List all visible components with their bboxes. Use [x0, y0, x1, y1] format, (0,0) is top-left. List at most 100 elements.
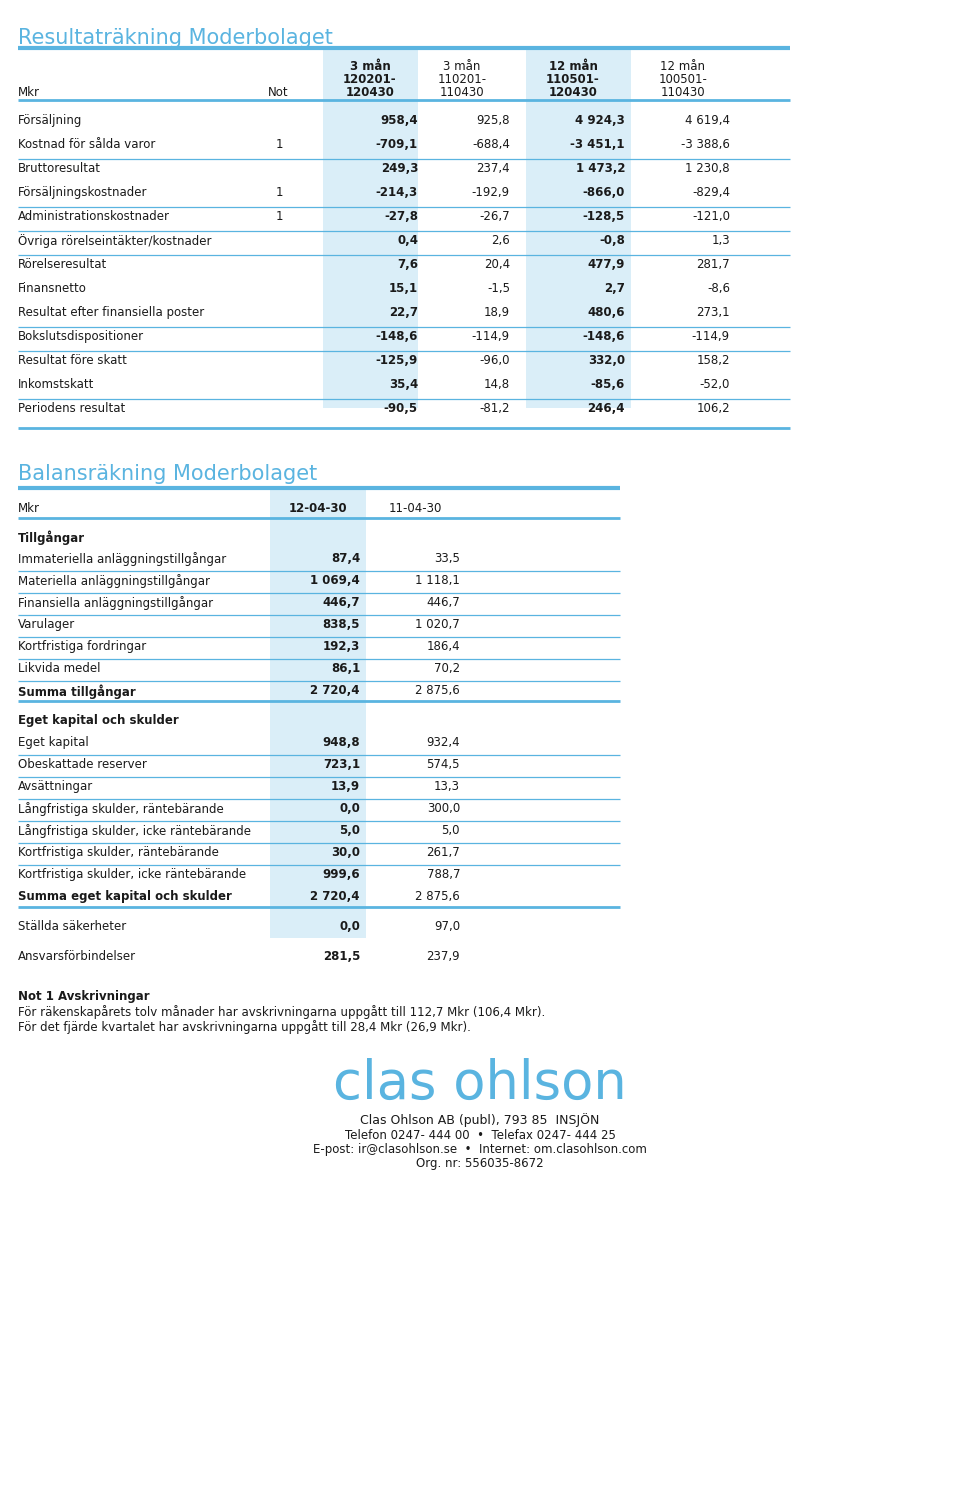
Text: 106,2: 106,2 — [696, 403, 730, 415]
Text: -128,5: -128,5 — [583, 210, 625, 223]
Text: 22,7: 22,7 — [389, 306, 418, 319]
Text: 110430: 110430 — [440, 86, 484, 100]
Text: 246,4: 246,4 — [588, 403, 625, 415]
Text: 1 473,2: 1 473,2 — [575, 162, 625, 175]
Text: 1 020,7: 1 020,7 — [416, 618, 460, 632]
Text: 281,5: 281,5 — [323, 950, 360, 963]
Text: Avsättningar: Avsättningar — [18, 780, 93, 794]
Text: 13,3: 13,3 — [434, 780, 460, 794]
Text: clas ohlson: clas ohlson — [333, 1058, 627, 1110]
Text: 120430: 120430 — [346, 86, 395, 100]
Text: 237,9: 237,9 — [426, 950, 460, 963]
Text: Tillgångar: Tillgångar — [18, 531, 85, 544]
Text: 30,0: 30,0 — [331, 846, 360, 859]
Text: -148,6: -148,6 — [375, 330, 418, 343]
Text: 13,9: 13,9 — [331, 780, 360, 794]
Text: 3 mån: 3 mån — [444, 59, 481, 73]
Text: Kortfristiga fordringar: Kortfristiga fordringar — [18, 640, 146, 652]
Text: 3 mån: 3 mån — [349, 59, 391, 73]
Text: Varulager: Varulager — [18, 618, 75, 632]
Text: 261,7: 261,7 — [426, 846, 460, 859]
Bar — [323, 48, 418, 409]
Text: Finansiella anläggningstillgångar: Finansiella anläggningstillgångar — [18, 596, 213, 609]
Text: 480,6: 480,6 — [588, 306, 625, 319]
Text: Resultat före skatt: Resultat före skatt — [18, 354, 127, 367]
Text: Resultat efter finansiella poster: Resultat efter finansiella poster — [18, 306, 204, 319]
Text: Inkomstskatt: Inkomstskatt — [18, 377, 94, 391]
Text: 249,3: 249,3 — [380, 162, 418, 175]
Text: Likvida medel: Likvida medel — [18, 661, 101, 675]
Text: 120430: 120430 — [548, 86, 597, 100]
Text: 574,5: 574,5 — [426, 758, 460, 771]
Text: -688,4: -688,4 — [472, 138, 510, 152]
Text: 958,4: 958,4 — [380, 114, 418, 126]
Text: 332,0: 332,0 — [588, 354, 625, 367]
Text: Mkr: Mkr — [18, 86, 40, 100]
Text: 33,5: 33,5 — [434, 551, 460, 565]
Text: 788,7: 788,7 — [426, 868, 460, 881]
Text: -866,0: -866,0 — [583, 186, 625, 199]
Text: -121,0: -121,0 — [692, 210, 730, 223]
Text: 1: 1 — [276, 138, 283, 152]
Text: 1: 1 — [276, 210, 283, 223]
Text: Org. nr: 556035-8672: Org. nr: 556035-8672 — [417, 1158, 543, 1169]
Text: Finansnetto: Finansnetto — [18, 282, 86, 296]
Text: 87,4: 87,4 — [331, 551, 360, 565]
Text: Balansräkning Moderbolaget: Balansräkning Moderbolaget — [18, 464, 317, 484]
Text: Långfristiga skulder, räntebärande: Långfristiga skulder, räntebärande — [18, 802, 224, 816]
Text: Materiella anläggningstillgångar: Materiella anläggningstillgångar — [18, 574, 210, 588]
Text: Not 1 Avskrivningar: Not 1 Avskrivningar — [18, 990, 150, 1003]
Text: Ansvarsförbindelser: Ansvarsförbindelser — [18, 950, 136, 963]
Text: 723,1: 723,1 — [323, 758, 360, 771]
Text: 15,1: 15,1 — [389, 282, 418, 296]
Bar — [526, 48, 631, 409]
Text: 70,2: 70,2 — [434, 661, 460, 675]
Text: Försäljningskostnader: Försäljningskostnader — [18, 186, 148, 199]
Text: -192,9: -192,9 — [472, 186, 510, 199]
Text: Kostnad för sålda varor: Kostnad för sålda varor — [18, 138, 156, 152]
Text: 2 875,6: 2 875,6 — [416, 890, 460, 903]
Text: Långfristiga skulder, icke räntebärande: Långfristiga skulder, icke räntebärande — [18, 825, 251, 838]
Text: -3 388,6: -3 388,6 — [682, 138, 730, 152]
Text: 14,8: 14,8 — [484, 377, 510, 391]
Text: Övriga rörelseintäkter/kostnader: Övriga rörelseintäkter/kostnader — [18, 233, 211, 248]
Text: Eget kapital och skulder: Eget kapital och skulder — [18, 713, 179, 727]
Text: För det fjärde kvartalet har avskrivningarna uppgått till 28,4 Mkr (26,9 Mkr).: För det fjärde kvartalet har avskrivning… — [18, 1019, 470, 1034]
Text: 2 720,4: 2 720,4 — [310, 890, 360, 903]
Text: -0,8: -0,8 — [599, 233, 625, 247]
Text: Rörelseresultat: Rörelseresultat — [18, 259, 108, 270]
Text: 192,3: 192,3 — [323, 640, 360, 652]
Text: -148,6: -148,6 — [583, 330, 625, 343]
Text: 186,4: 186,4 — [426, 640, 460, 652]
Text: Not: Not — [268, 86, 289, 100]
Text: 932,4: 932,4 — [426, 736, 460, 749]
Text: 948,8: 948,8 — [323, 736, 360, 749]
Text: Administrationskostnader: Administrationskostnader — [18, 210, 170, 223]
Text: -214,3: -214,3 — [376, 186, 418, 199]
Text: 1: 1 — [276, 186, 283, 199]
Text: 4 619,4: 4 619,4 — [685, 114, 730, 126]
Text: 12 mån: 12 mån — [660, 59, 706, 73]
Text: -125,9: -125,9 — [375, 354, 418, 367]
Text: Kortfristiga skulder, räntebärande: Kortfristiga skulder, räntebärande — [18, 846, 219, 859]
Text: 4 924,3: 4 924,3 — [575, 114, 625, 126]
Text: Periodens resultat: Periodens resultat — [18, 403, 125, 415]
Text: Ställda säkerheter: Ställda säkerheter — [18, 920, 127, 933]
Text: 158,2: 158,2 — [697, 354, 730, 367]
Text: 838,5: 838,5 — [323, 618, 360, 632]
Text: 0,0: 0,0 — [339, 802, 360, 814]
Text: Kortfristiga skulder, icke räntebärande: Kortfristiga skulder, icke räntebärande — [18, 868, 246, 881]
Text: 100501-: 100501- — [659, 73, 708, 86]
Text: Eget kapital: Eget kapital — [18, 736, 88, 749]
Text: 86,1: 86,1 — [331, 661, 360, 675]
Text: -90,5: -90,5 — [384, 403, 418, 415]
Text: 110501-: 110501- — [546, 73, 600, 86]
Text: 5,0: 5,0 — [442, 825, 460, 837]
Text: 18,9: 18,9 — [484, 306, 510, 319]
Text: 2 875,6: 2 875,6 — [416, 684, 460, 697]
Text: 1 069,4: 1 069,4 — [310, 574, 360, 587]
Text: 120201-: 120201- — [343, 73, 396, 86]
Text: För räkenskapårets tolv månader har avskrivningarna uppgått till 112,7 Mkr (106,: För räkenskapårets tolv månader har avsk… — [18, 1005, 545, 1019]
Text: 477,9: 477,9 — [588, 259, 625, 270]
Text: Obeskattade reserver: Obeskattade reserver — [18, 758, 147, 771]
